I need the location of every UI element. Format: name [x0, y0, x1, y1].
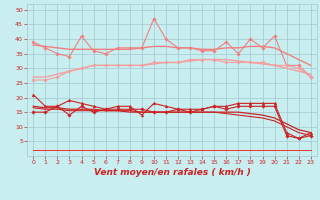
X-axis label: Vent moyen/en rafales ( km/h ): Vent moyen/en rafales ( km/h ) — [93, 168, 251, 177]
